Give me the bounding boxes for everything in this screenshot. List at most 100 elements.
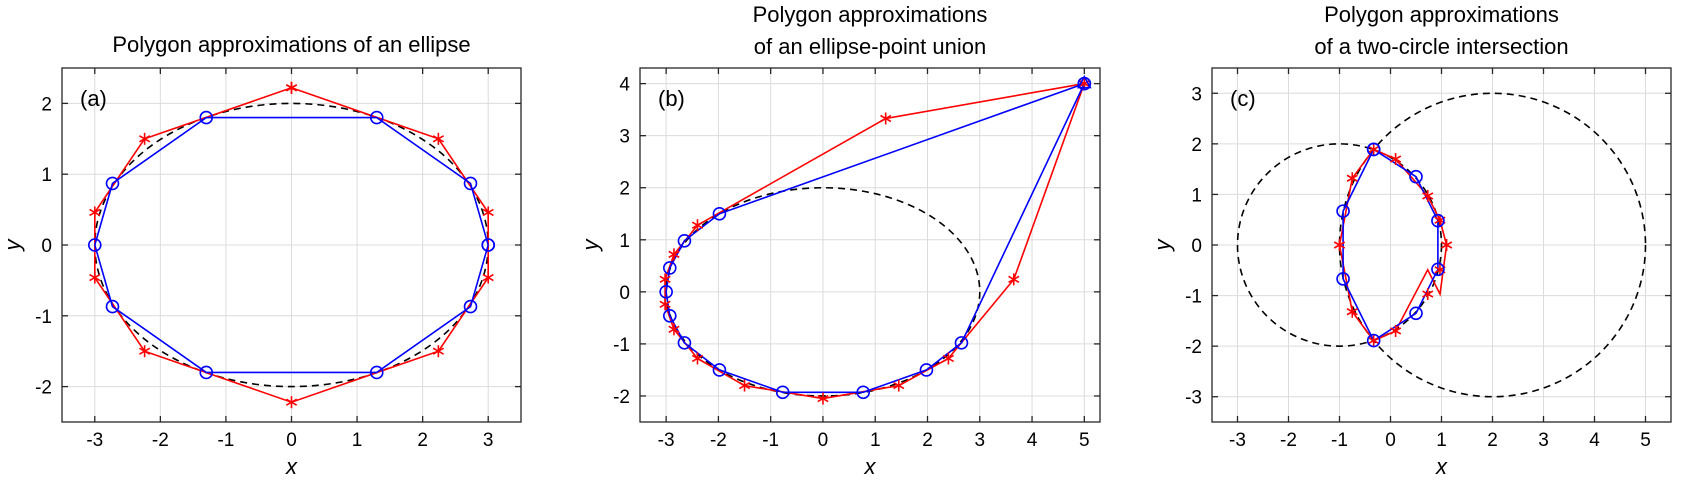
y-tick-label: 0 bbox=[1191, 236, 1202, 257]
y-tick-label: -2 bbox=[35, 378, 52, 399]
panel-a: -3 -2 -1 0 1 2 3 -2 -1 0 1 2 x y Polygon approximation… bbox=[0, 32, 522, 479]
inner-polygon-line bbox=[1342, 148, 1439, 342]
circle-marker bbox=[369, 110, 384, 125]
y-tick-label: 2 bbox=[41, 94, 52, 115]
star-marker bbox=[1008, 273, 1020, 286]
y-tick-label: -1 bbox=[1185, 287, 1202, 308]
star-marker bbox=[880, 112, 892, 125]
circle-marker bbox=[1366, 142, 1381, 157]
circle-marker bbox=[1409, 169, 1423, 184]
circle-marker bbox=[463, 176, 478, 191]
x-tick-label: 2 bbox=[922, 430, 933, 451]
x-tick-label: -3 bbox=[1229, 430, 1246, 451]
x-tick-label: 0 bbox=[1385, 430, 1396, 451]
circle-marker bbox=[1431, 213, 1445, 228]
star-marker bbox=[432, 345, 444, 358]
star-marker bbox=[1389, 324, 1402, 337]
circle-marker bbox=[463, 299, 478, 314]
x-tick-label: 3 bbox=[483, 430, 494, 451]
x-tick-label: 3 bbox=[974, 430, 985, 451]
x-tick-label: 4 bbox=[1589, 430, 1600, 451]
star-marker bbox=[482, 271, 494, 284]
y-tick-label: -2 bbox=[1185, 337, 1202, 358]
panel-b: -3 -2 -1 0 1 2 3 4 5 -2 -1 0 1 2 3 4 x y Polygon approxima… bbox=[578, 2, 1101, 479]
x-tick-label: 0 bbox=[818, 430, 829, 451]
circle-marker bbox=[1409, 306, 1423, 321]
y-tick-label: 1 bbox=[619, 231, 630, 252]
star-marker bbox=[1389, 153, 1402, 166]
star-marker bbox=[139, 132, 151, 145]
star-marker bbox=[817, 392, 829, 405]
axes-frame bbox=[639, 67, 1101, 423]
star-marker bbox=[691, 352, 704, 365]
circle-marker bbox=[662, 308, 677, 323]
y-tick-label: 1 bbox=[41, 165, 52, 186]
circle-marker bbox=[677, 336, 692, 350]
y-tick-label: 4 bbox=[619, 75, 630, 96]
y-tick-label: 2 bbox=[1191, 135, 1202, 156]
x-tick-label: -2 bbox=[710, 430, 727, 451]
star-marker bbox=[893, 379, 905, 392]
star-marker bbox=[1422, 288, 1434, 301]
y-tick-label: 3 bbox=[1191, 84, 1202, 105]
x-tick-label: 1 bbox=[1436, 430, 1447, 451]
star-marker bbox=[1346, 172, 1358, 185]
x-tick-label: 5 bbox=[1640, 430, 1651, 451]
y-axis-label: y bbox=[1150, 238, 1175, 253]
circle-marker bbox=[856, 385, 871, 400]
x-tick-label: 1 bbox=[352, 430, 363, 451]
circle-marker bbox=[919, 363, 934, 377]
x-tick-label: 2 bbox=[417, 430, 428, 451]
x-tick-label: -1 bbox=[762, 430, 779, 451]
circle-marker bbox=[662, 261, 677, 275]
plot-area bbox=[87, 81, 496, 409]
circle-marker bbox=[659, 285, 673, 299]
circle-marker bbox=[775, 385, 790, 400]
star-marker bbox=[89, 206, 101, 219]
y-tick-label: 0 bbox=[41, 236, 52, 257]
x-tick-label: 5 bbox=[1079, 430, 1090, 451]
y-tick-label: 0 bbox=[619, 283, 630, 304]
panel-label: (a) bbox=[80, 86, 107, 111]
x-axis-label: x bbox=[1435, 454, 1448, 479]
star-marker bbox=[139, 345, 151, 358]
circle-marker bbox=[1336, 272, 1350, 286]
circle-marker bbox=[677, 234, 692, 248]
star-marker bbox=[738, 379, 751, 392]
plot-area bbox=[1236, 92, 1647, 398]
triangle-marker bbox=[1076, 74, 1092, 89]
star-marker bbox=[1368, 143, 1380, 156]
panel-label: (c) bbox=[1230, 86, 1256, 111]
star-marker bbox=[89, 271, 101, 284]
x-tick-label: 2 bbox=[1487, 430, 1498, 451]
star-marker bbox=[1333, 239, 1346, 251]
y-tick-label: 1 bbox=[1191, 185, 1202, 206]
star-marker bbox=[668, 248, 680, 261]
circle-marker bbox=[199, 110, 214, 125]
x-axis-label: x bbox=[285, 454, 298, 479]
grid-lines bbox=[1212, 68, 1671, 422]
plot-area bbox=[659, 76, 1092, 405]
circle-marker bbox=[1431, 262, 1445, 277]
y-tick-label: -3 bbox=[1185, 388, 1202, 409]
inner-polygon-line bbox=[93, 116, 489, 374]
star-marker bbox=[691, 219, 704, 232]
circle-marker bbox=[1366, 333, 1381, 348]
dashed-circle bbox=[1236, 143, 1443, 347]
chart-title-line: of an ellipse-point union bbox=[754, 34, 986, 59]
outer-polygon-line bbox=[664, 82, 1086, 400]
star-marker bbox=[659, 273, 671, 286]
x-tick-label: -1 bbox=[217, 430, 234, 451]
circle-marker bbox=[1336, 204, 1350, 218]
y-axis-label: y bbox=[0, 238, 25, 253]
chart-title-line: Polygon approximations of an ellipse bbox=[112, 32, 470, 57]
panel-c: -3 -2 -1 0 1 2 3 4 5 -3 -2 -1 0 1 2 3 x y Polygon approxim… bbox=[1150, 2, 1672, 479]
x-tick-label: -2 bbox=[1280, 430, 1297, 451]
x-tick-label: 0 bbox=[286, 430, 297, 451]
y-tick-label: 2 bbox=[619, 179, 630, 200]
x-axis-label: x bbox=[864, 454, 877, 479]
y-axis-label: y bbox=[578, 238, 603, 253]
circle-marker bbox=[712, 363, 727, 377]
y-tick-label: -1 bbox=[35, 307, 52, 328]
